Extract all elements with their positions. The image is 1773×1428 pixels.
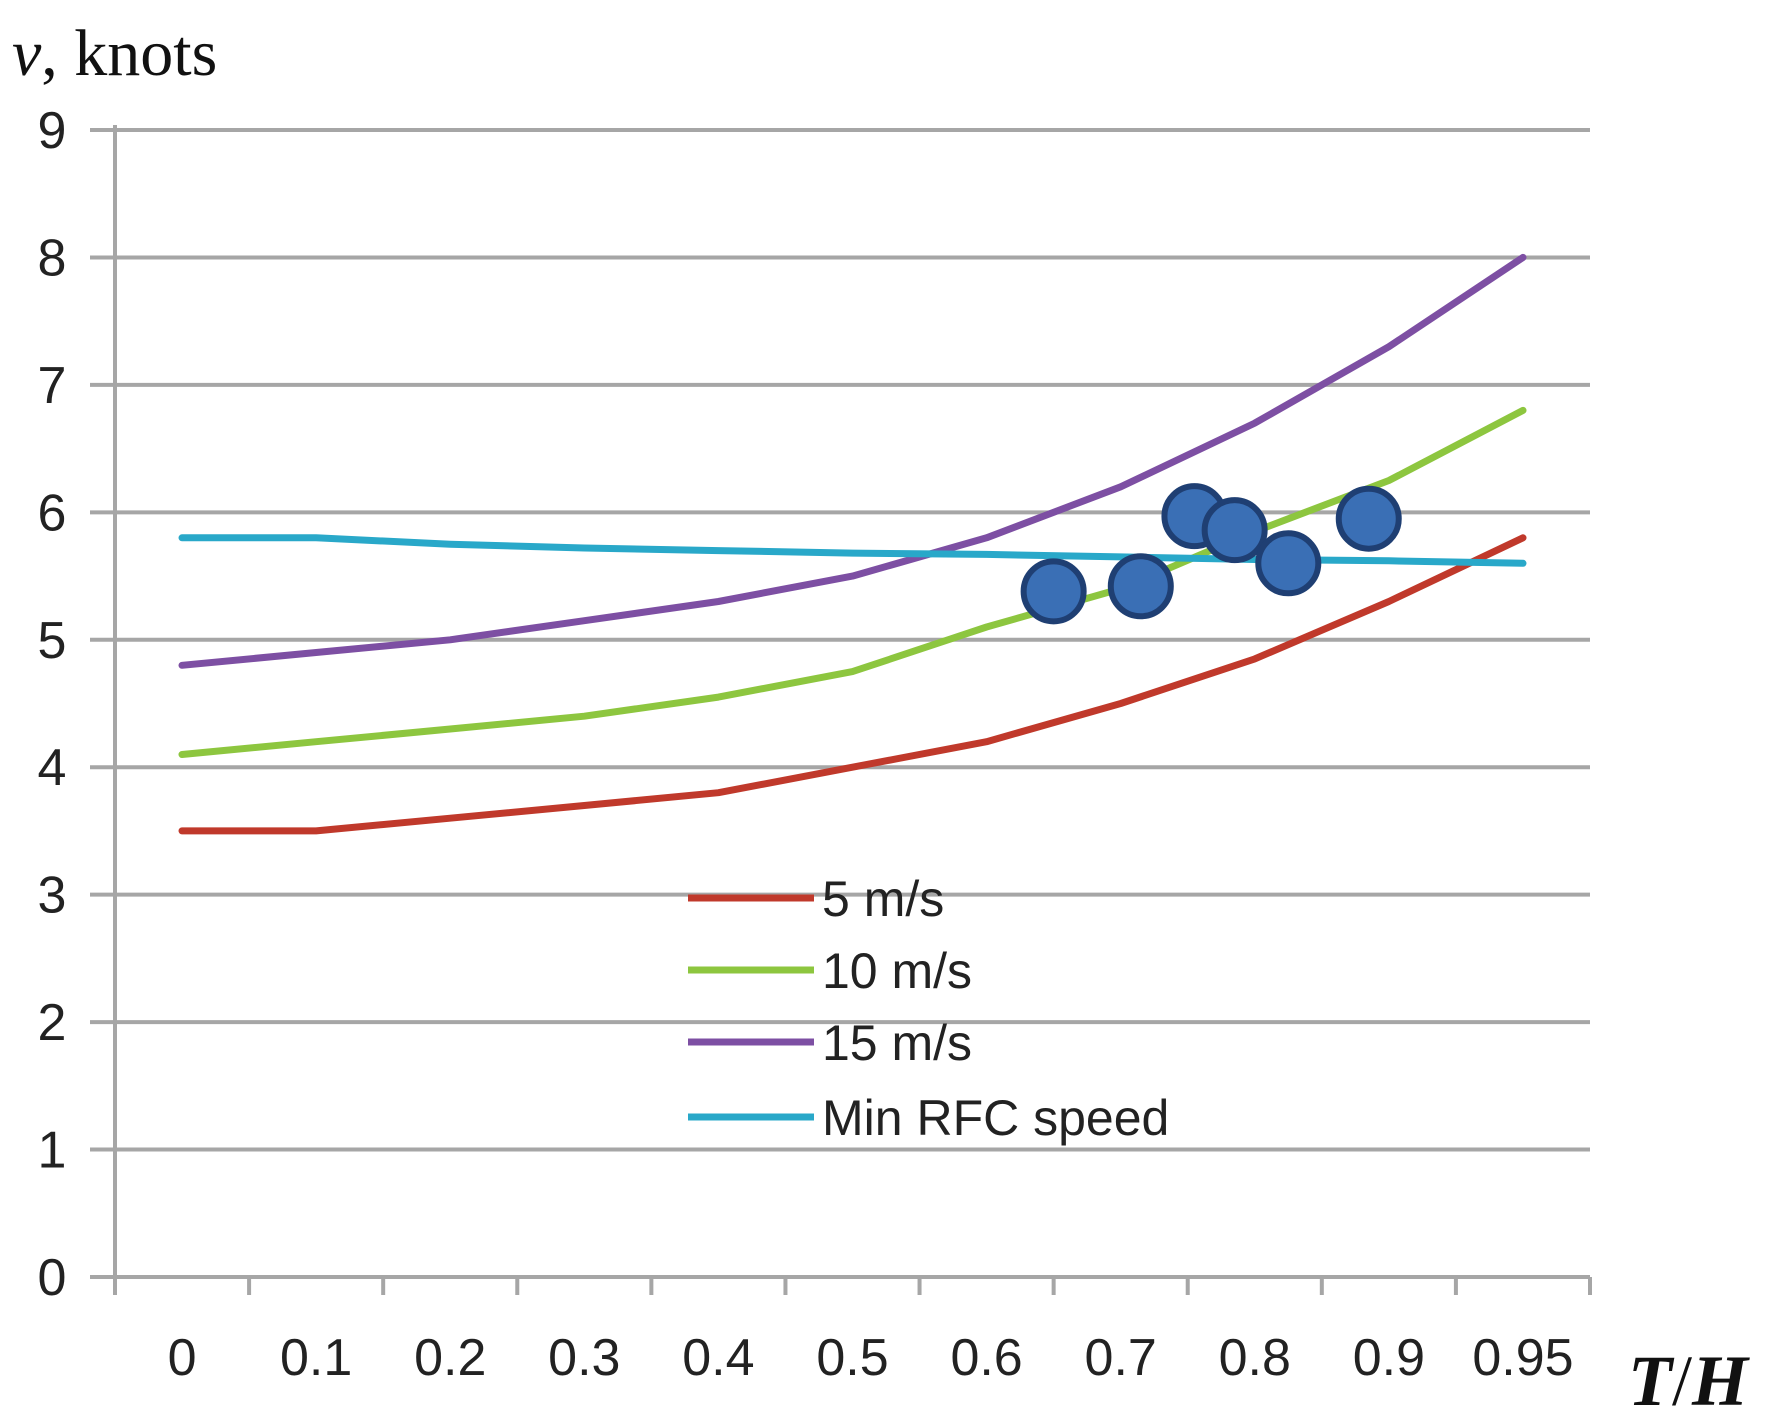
data-marker	[1335, 485, 1402, 552]
y-tick-label: 6	[38, 484, 67, 542]
series-line-min-rfc-speed	[178, 534, 1527, 567]
series-lines	[178, 253, 1527, 835]
y-tick-label: 5	[38, 612, 67, 670]
data-marker	[1201, 497, 1268, 564]
y-tick-label: 3	[38, 867, 67, 925]
y-tick-label: 1	[38, 1122, 67, 1180]
y-tick-labels: 0 1 2 3 4 5 6 7 8 9	[38, 102, 67, 1307]
axes	[113, 125, 1592, 1295]
y-tick-label: 9	[38, 102, 67, 160]
y-tick-label: 0	[38, 1249, 67, 1307]
legend-label-15ms: 15 m/s	[822, 1015, 972, 1071]
x-tick-label: 0.8	[1219, 1329, 1291, 1387]
series-line-15-m-s	[178, 253, 1527, 669]
y-axis-label: v, knots	[12, 17, 217, 90]
data-marker	[1107, 553, 1174, 620]
y-tick-label: 2	[38, 994, 67, 1052]
x-tick-label: 0.1	[280, 1329, 352, 1387]
x-tick-label: 0	[168, 1329, 197, 1387]
series-line-10-m-s	[178, 406, 1527, 758]
x-tick-label: 0.7	[1085, 1329, 1157, 1387]
legend-label-min-rfc: Min RFC speed	[822, 1090, 1169, 1146]
x-tick-label: 0.9	[1353, 1329, 1425, 1387]
legend-label-5ms: 5 m/s	[822, 871, 944, 927]
data-marker	[1020, 558, 1087, 625]
data-markers	[1020, 483, 1402, 625]
y-tick-label: 4	[38, 739, 67, 797]
data-marker	[1255, 530, 1322, 597]
x-tick-label: 0.3	[548, 1329, 620, 1387]
x-tick-label: 0.6	[950, 1329, 1022, 1387]
y-tick-label: 8	[38, 229, 67, 287]
x-tick-label: 0.5	[816, 1329, 888, 1387]
x-tick-label: 0.95	[1472, 1329, 1573, 1387]
x-tick-label: 0.4	[682, 1329, 754, 1387]
legend: 5 m/s 10 m/s 15 m/s Min RFC speed	[688, 871, 1169, 1146]
x-tick-label: 0.2	[414, 1329, 486, 1387]
series-line-5-m-s	[178, 534, 1527, 835]
y-tick-label: 7	[38, 357, 67, 415]
x-axis-label: T/H	[1628, 1341, 1750, 1421]
x-tick-labels: 0 0.1 0.2 0.3 0.4 0.5 0.6 0.7 0.8 0.9 0.95	[168, 1329, 1574, 1387]
legend-label-10ms: 10 m/s	[822, 943, 972, 999]
